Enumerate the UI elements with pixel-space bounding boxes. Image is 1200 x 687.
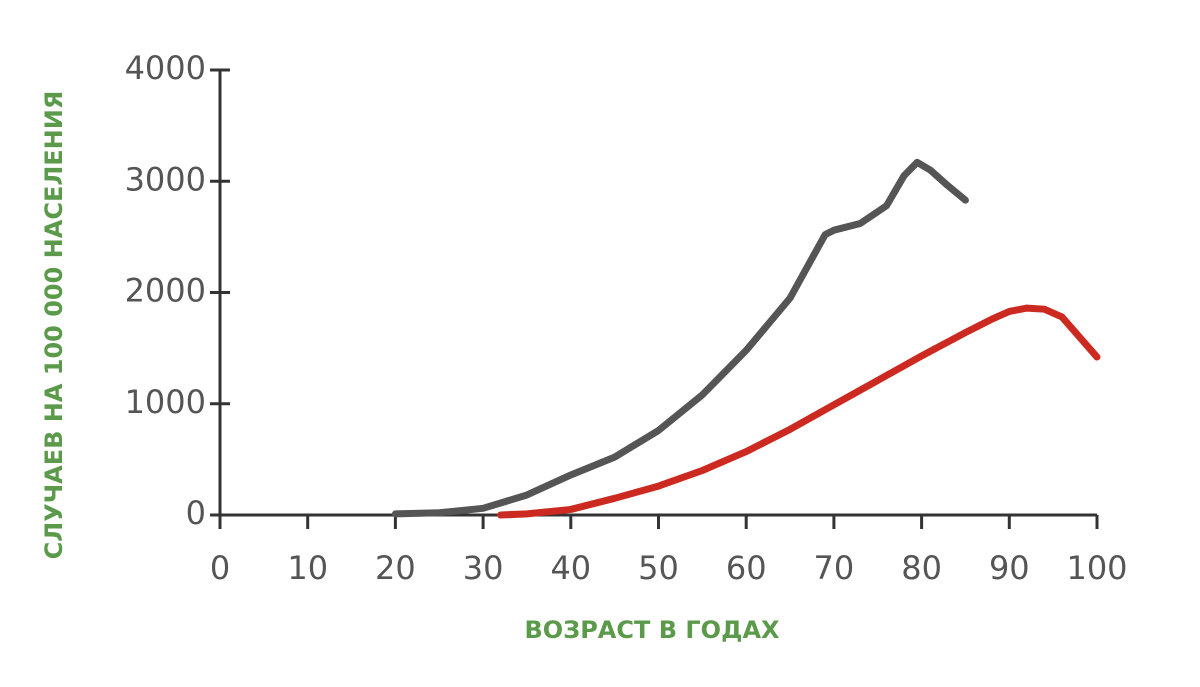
line-series <box>497 304 1101 519</box>
x-axis-title: ВОЗРАСТ В ГОДАХ <box>524 616 780 644</box>
line-series <box>391 158 969 518</box>
x-tick-label: 40 <box>550 549 591 587</box>
x-tick-label: 70 <box>814 549 855 587</box>
y-tick-label: 4000 <box>125 49 206 87</box>
x-tick-label: 100 <box>1066 549 1127 587</box>
x-tick-label: 20 <box>375 549 416 587</box>
x-tick-label: 10 <box>287 549 328 587</box>
y-tick-label: 1000 <box>125 383 206 421</box>
x-tick-label: 60 <box>726 549 767 587</box>
y-tick-label: 2000 <box>125 272 206 310</box>
y-tick-label: 3000 <box>125 160 206 198</box>
x-tick-label: 0 <box>210 549 230 587</box>
x-tick-label: 90 <box>989 549 1030 587</box>
x-tick-label: 50 <box>638 549 679 587</box>
y-axis-title: СЛУЧАЕВ НА 100 000 НАСЕЛЕНИЯ <box>40 91 68 560</box>
y-tick-label: 0 <box>186 494 206 532</box>
x-tick-label: 80 <box>901 549 942 587</box>
x-tick-label: 30 <box>463 549 504 587</box>
